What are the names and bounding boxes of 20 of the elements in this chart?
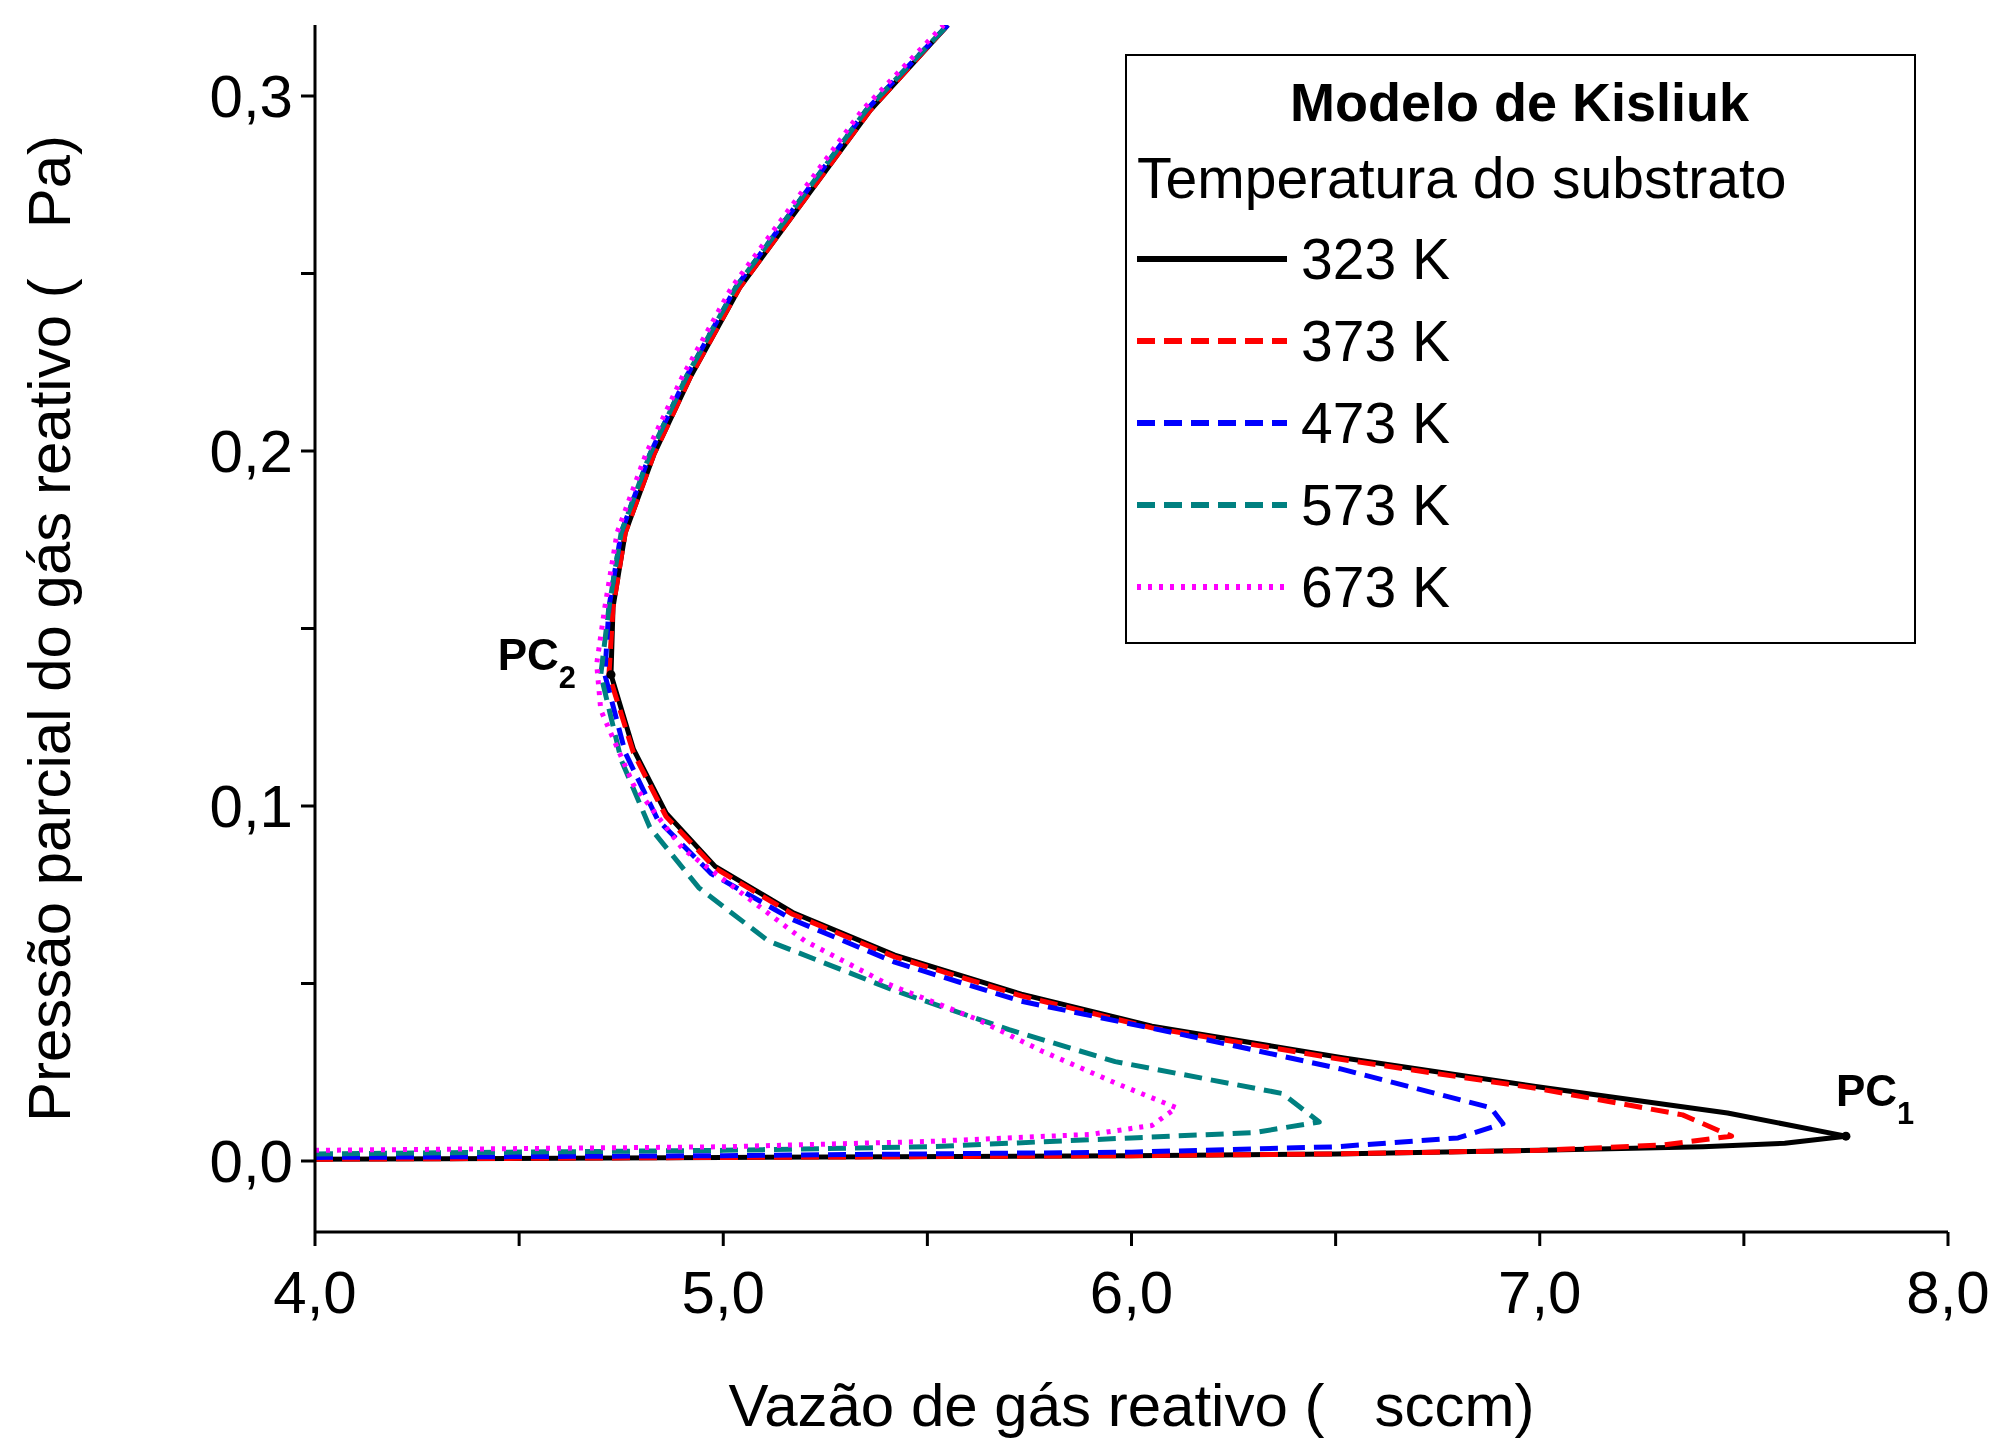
- legend-label: 473 K: [1301, 390, 1450, 457]
- x-tick-label: 7,0: [1498, 1258, 1582, 1326]
- y-tick-label: 0,3: [209, 63, 293, 131]
- y-tick-label: 0,0: [209, 1128, 293, 1196]
- y-axis-title: Pressão parcial do gás reativo ( Pa): [16, 134, 83, 1123]
- x-tick-label: 5,0: [681, 1258, 765, 1326]
- y-tick-label: 0,1: [209, 773, 293, 841]
- y-tick-label: 0,2: [209, 418, 293, 486]
- legend-label: 673 K: [1301, 554, 1450, 621]
- annotation: PC$_{2}$: [497, 629, 576, 695]
- annotation: Temperatura do substrato: [1137, 145, 1788, 212]
- x-axis-title: Vazão de gás reativo ( sccm): [728, 1372, 1535, 1439]
- legend-label: 573 K: [1301, 472, 1450, 539]
- x-tick-label: 4,0: [273, 1258, 357, 1326]
- legend-label: 373 K: [1301, 308, 1450, 375]
- x-tick-label: 8,0: [1906, 1258, 1990, 1326]
- annotation: PC$_{1}$: [1835, 1066, 1915, 1131]
- legend-label: 323 K: [1301, 226, 1450, 293]
- x-tick-label: 6,0: [1089, 1258, 1174, 1326]
- legend-title: Modelo de Kisliuk: [1288, 71, 1751, 134]
